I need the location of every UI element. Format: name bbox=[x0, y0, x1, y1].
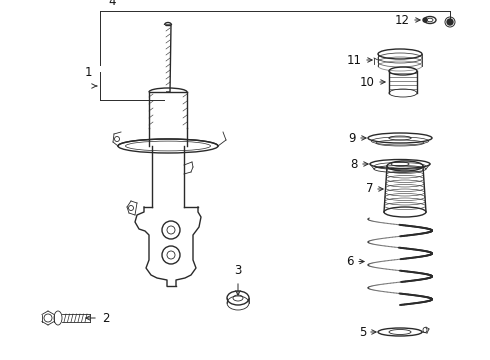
Text: 11: 11 bbox=[347, 54, 362, 67]
Text: 6: 6 bbox=[346, 255, 354, 268]
Text: 10: 10 bbox=[360, 76, 375, 89]
Text: 7: 7 bbox=[366, 183, 373, 195]
Text: 9: 9 bbox=[348, 131, 356, 144]
Text: 1: 1 bbox=[84, 66, 92, 78]
Text: 5: 5 bbox=[359, 325, 366, 338]
Text: 4: 4 bbox=[108, 0, 116, 8]
Text: 3: 3 bbox=[234, 264, 242, 277]
Circle shape bbox=[423, 18, 427, 22]
Text: 8: 8 bbox=[351, 158, 358, 171]
Circle shape bbox=[447, 19, 453, 25]
Text: 2: 2 bbox=[102, 311, 109, 324]
Text: 12: 12 bbox=[395, 13, 410, 27]
